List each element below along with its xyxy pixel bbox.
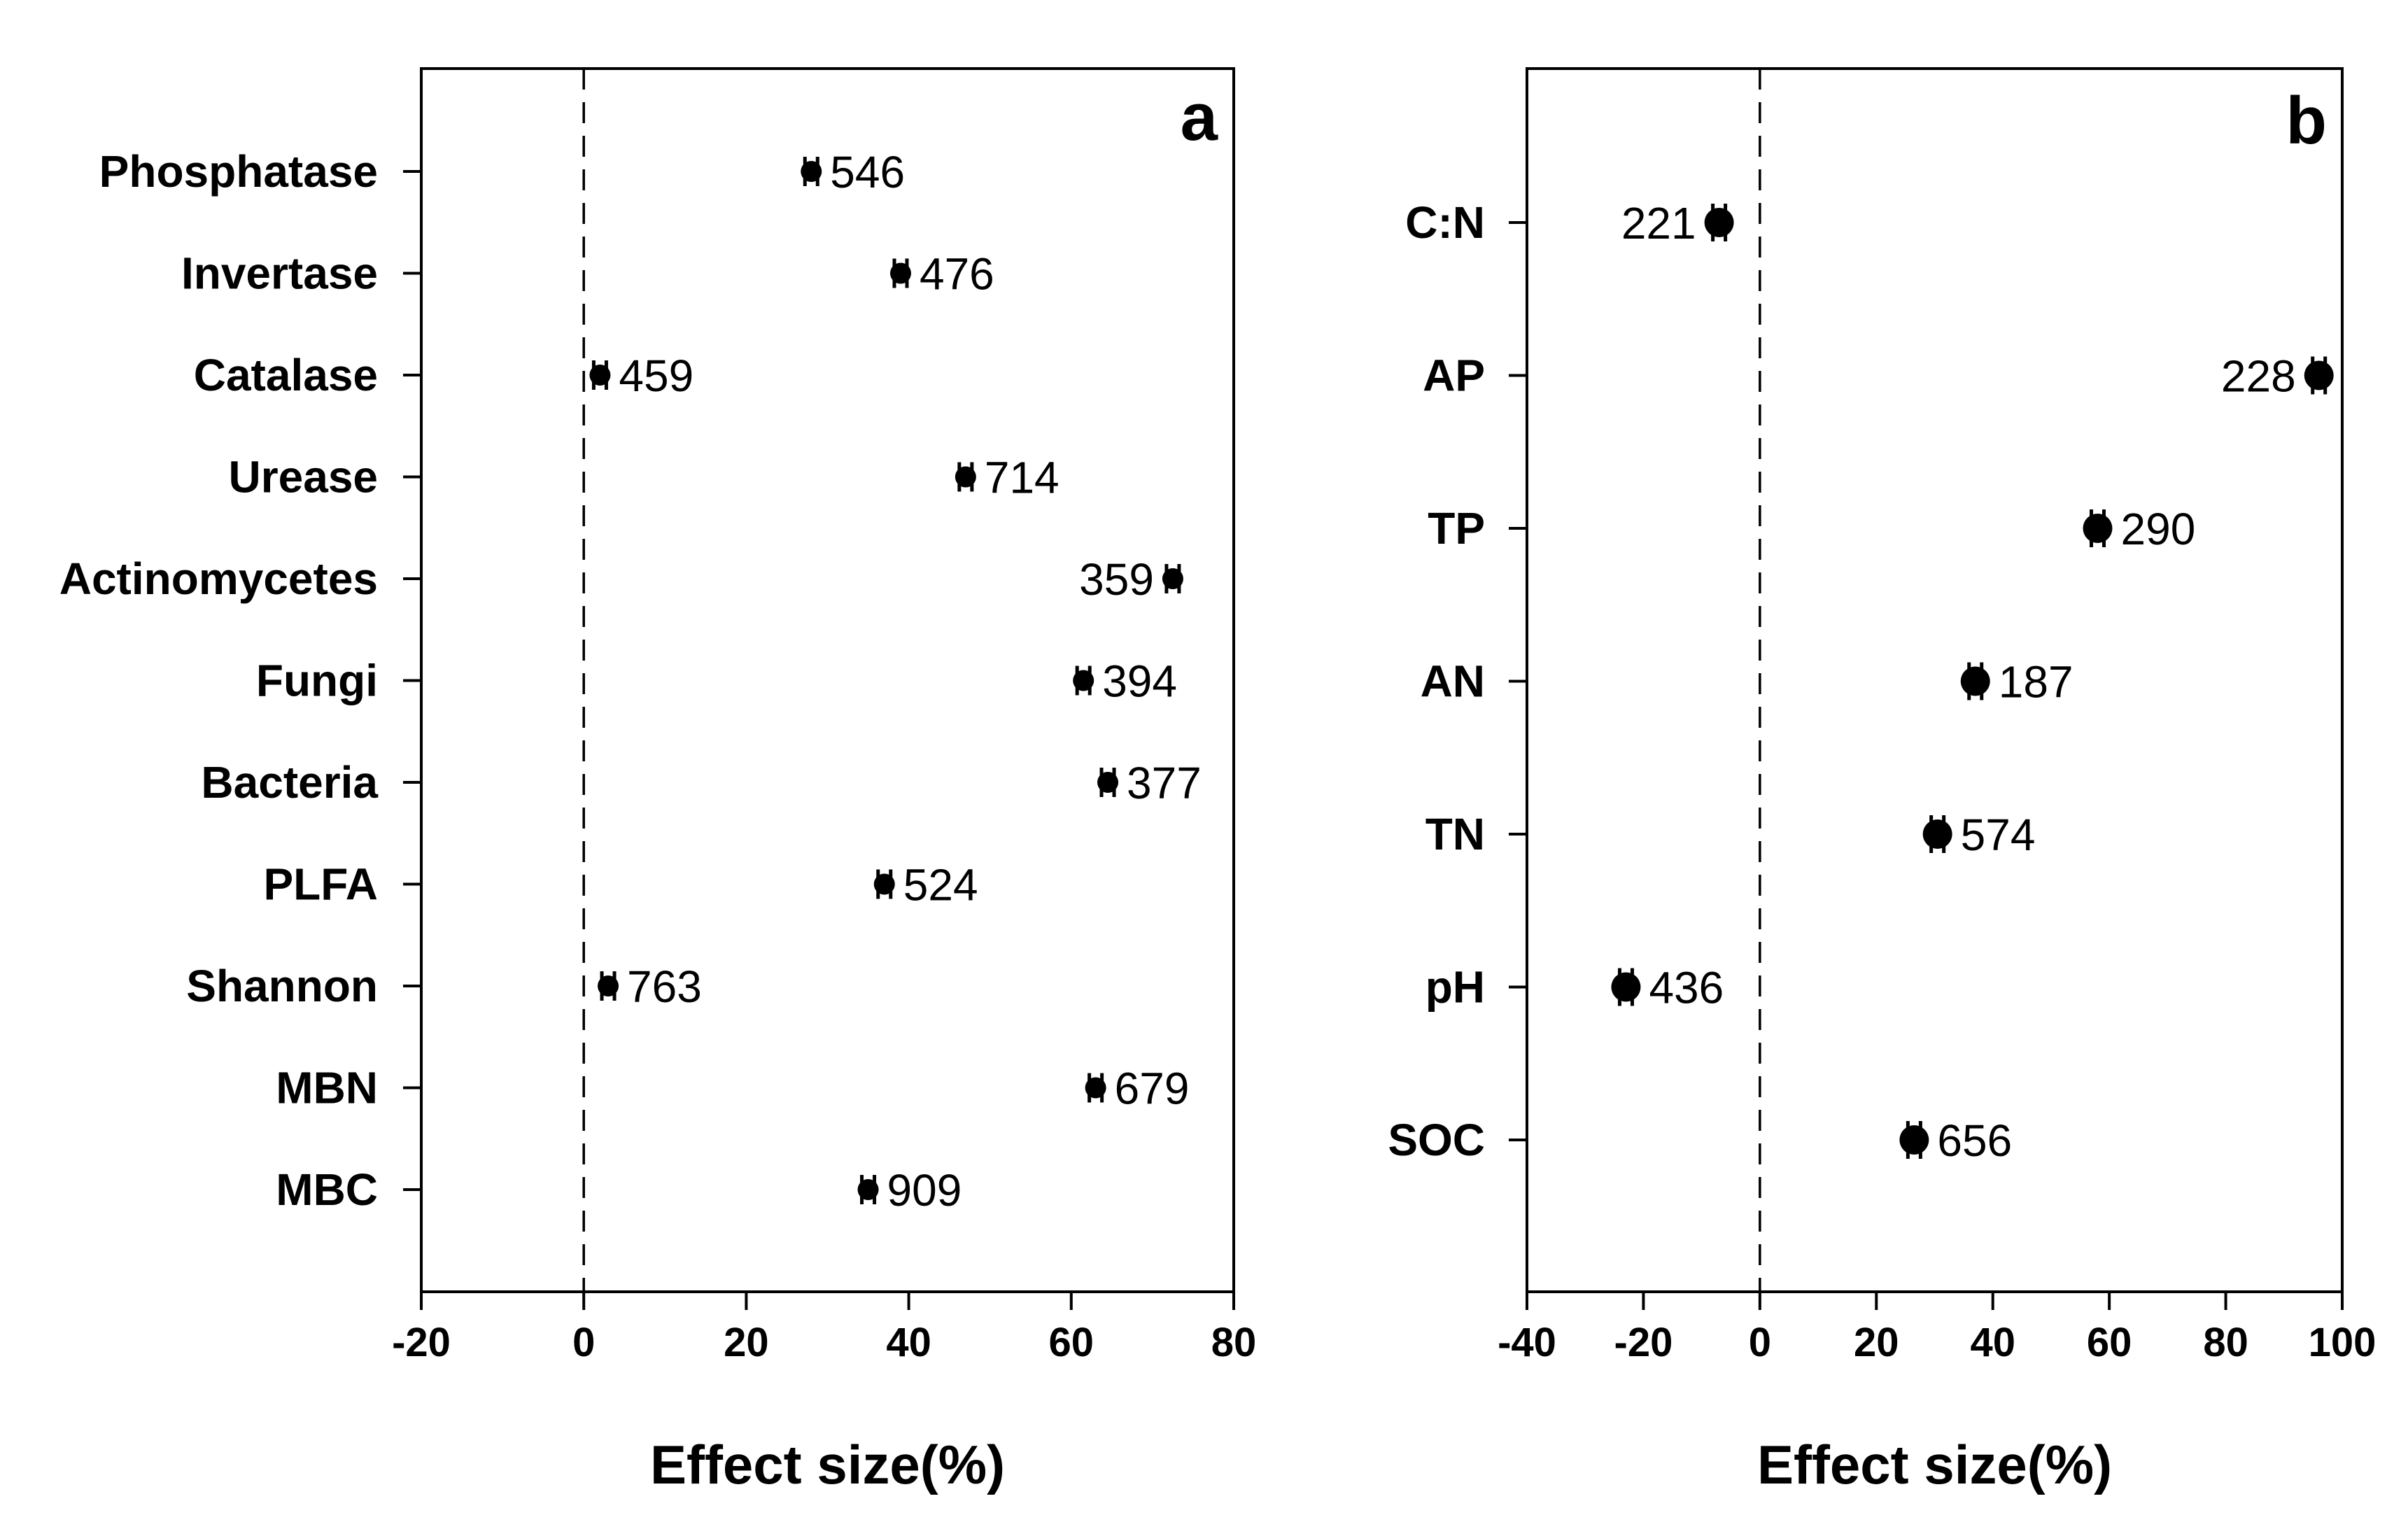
panel-a: -20 0 20 40 60 80 Effect size(%) a Phosphatase 54…: [59, 67, 1257, 1495]
sample-size-label: 763: [627, 961, 702, 1012]
x-axis-title: Effect size(%): [650, 1434, 1005, 1495]
x-tick-label: 20: [1854, 1320, 1899, 1365]
x-tick-label: 60: [1049, 1320, 1094, 1365]
x-tick-label: -20: [392, 1320, 451, 1365]
data-point: [955, 466, 976, 488]
category-label: C:N: [1405, 197, 1485, 248]
sample-size-label: 290: [2121, 504, 2196, 554]
data-point: [1704, 208, 1734, 237]
sample-size-label: 228: [2221, 351, 2296, 402]
data-point: [1960, 666, 1990, 696]
sample-size-label: 524: [903, 860, 978, 910]
sample-size-label: 436: [1649, 963, 1724, 1013]
data-point: [1922, 819, 1952, 849]
data-point: [801, 161, 822, 182]
sample-size-label: 476: [920, 249, 994, 300]
category-label: MBC: [276, 1164, 378, 1215]
sample-size-label: 394: [1102, 656, 1177, 707]
x-tick-label: 100: [2309, 1320, 2377, 1365]
category-label: Bacteria: [201, 757, 378, 808]
data-point: [1097, 772, 1119, 793]
category-label: Phosphatase: [99, 146, 378, 197]
x-tick-label: -40: [1498, 1320, 1556, 1365]
category-label: Urease: [229, 452, 379, 502]
plot-frame: [1526, 67, 2344, 1293]
data-point: [1611, 972, 1641, 1002]
x-tick-label: 80: [1211, 1320, 1257, 1365]
category-label: pH: [1425, 962, 1485, 1013]
x-tick-label: 60: [2087, 1320, 2132, 1365]
sample-size-label: 714: [985, 453, 1059, 503]
sample-size-label: 679: [1115, 1064, 1190, 1114]
category-label: PLFA: [263, 859, 378, 910]
data-point: [1162, 568, 1183, 589]
x-tick-label: 0: [1749, 1320, 1771, 1365]
x-tick-label: 0: [572, 1320, 595, 1365]
data-point: [1899, 1125, 1929, 1155]
x-axis-title: Effect size(%): [1757, 1434, 2112, 1495]
category-label: AN: [1421, 656, 1485, 707]
category-label: TP: [1428, 503, 1485, 554]
category-label: Shannon: [186, 961, 378, 1011]
category-label: SOC: [1388, 1115, 1485, 1165]
x-tick-label: 40: [1970, 1320, 2015, 1365]
sample-size-label: 359: [1079, 554, 1154, 605]
sample-size-label: 377: [1127, 758, 1202, 808]
category-label: AP: [1423, 351, 1485, 401]
data-point: [2083, 514, 2113, 543]
category-label: MBN: [276, 1063, 378, 1113]
x-tick-label: 80: [2203, 1320, 2248, 1365]
x-tick-label: -20: [1614, 1320, 1673, 1365]
data-point: [1085, 1077, 1106, 1099]
data-point: [589, 365, 611, 386]
data-point: [2304, 360, 2334, 390]
sample-size-label: 909: [887, 1165, 962, 1216]
data-point: [889, 262, 911, 284]
panel-letter: a: [1181, 80, 1218, 155]
sample-size-label: 221: [1621, 198, 1696, 248]
panel-b: -40 -20 0 20 40 60 80 100 Effect size(%) b C:N 221 A…: [1388, 67, 2377, 1495]
sample-size-label: 656: [1937, 1115, 2012, 1166]
category-label: Actinomycetes: [59, 554, 378, 604]
x-tick-label: 40: [886, 1320, 931, 1365]
category-label: Catalase: [194, 350, 378, 400]
sample-size-label: 459: [619, 351, 693, 401]
category-label: TN: [1425, 809, 1485, 859]
category-label: Fungi: [256, 656, 378, 706]
category-label: Invertase: [181, 248, 378, 299]
data-point: [873, 873, 895, 895]
sample-size-label: 574: [1961, 810, 2036, 860]
x-tick-label: 20: [724, 1320, 769, 1365]
data-point: [1073, 670, 1094, 691]
data-point: [857, 1179, 879, 1200]
data-point: [598, 975, 619, 996]
panel-letter: b: [2286, 83, 2327, 158]
sample-size-label: 546: [830, 147, 905, 197]
sample-size-label: 187: [1999, 657, 2073, 707]
